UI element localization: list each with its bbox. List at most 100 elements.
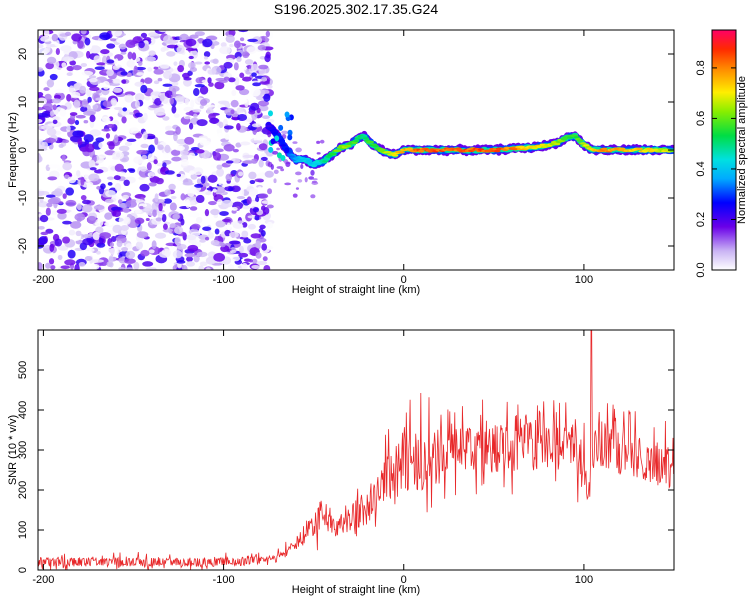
figure-title: S196.2025.302.17.35.G24 (274, 1, 438, 17)
noise-speckle (63, 56, 75, 62)
noise-speckle (231, 206, 238, 211)
noise-speckle (140, 249, 150, 257)
noise-speckle (43, 87, 50, 91)
noise-speckle (186, 256, 193, 262)
noise-speckle (189, 206, 198, 211)
transition-speckle (295, 147, 302, 153)
noise-speckle (148, 98, 154, 106)
noise-speckle (248, 110, 256, 115)
noise-speckle (163, 70, 173, 80)
noise-speckle (130, 199, 137, 203)
noise-speckle (166, 51, 176, 57)
trace-blob (280, 138, 286, 145)
noise-speckle (245, 65, 253, 69)
noise-speckle (167, 39, 179, 44)
noise-speckle (124, 258, 136, 264)
noise-speckle (129, 111, 135, 115)
transition-speckle (316, 140, 321, 144)
noise-speckle (45, 262, 51, 269)
noise-speckle (236, 56, 242, 63)
noise-speckle (51, 33, 59, 42)
noise-speckle (207, 232, 214, 239)
noise-speckle (52, 178, 62, 187)
colorbar-tick-label: 0.2 (695, 212, 707, 227)
noise-speckle (199, 85, 209, 95)
transition-speckle (292, 193, 298, 198)
noise-speckle (46, 128, 57, 136)
noise-speckle (212, 152, 222, 161)
noise-speckle (114, 163, 124, 172)
noise-speckle (89, 61, 94, 70)
noise-speckle (114, 58, 119, 67)
trace-blob (280, 155, 286, 162)
noise-speckle (194, 183, 204, 188)
noise-speckle (38, 186, 48, 191)
noise-speckle (234, 40, 241, 49)
noise-speckle (239, 141, 251, 146)
noise-speckle (112, 65, 120, 70)
noise-speckle (196, 251, 208, 258)
noise-speckle (101, 128, 111, 132)
noise-speckle (82, 238, 94, 246)
noise-speckle (62, 139, 70, 144)
noise-speckle (189, 201, 196, 206)
noise-speckle (233, 62, 239, 71)
noise-speckle (196, 119, 208, 127)
noise-speckle (134, 217, 145, 225)
noise-speckle (169, 223, 177, 229)
noise-speckle (94, 218, 104, 227)
noise-speckle (87, 215, 97, 224)
noise-speckle (214, 81, 225, 90)
noise-speckle (169, 97, 175, 105)
noise-speckle (251, 264, 260, 269)
snr-background (38, 330, 674, 570)
noise-speckle (203, 51, 211, 58)
noise-speckle (202, 226, 212, 231)
noise-speckle (242, 76, 252, 82)
x-tick-label: 0 (401, 274, 407, 286)
noise-speckle (231, 89, 237, 97)
trace-blob (280, 143, 287, 147)
colorbar-label: Normalized spectral amplitude (736, 76, 748, 224)
noise-speckle (140, 84, 148, 94)
trace-blob (372, 144, 379, 148)
noise-speckle (110, 236, 117, 243)
noise-speckle (107, 123, 115, 129)
noise-speckle (88, 78, 98, 83)
transition-speckle (273, 169, 279, 175)
noise-speckle (113, 134, 119, 143)
noise-speckle (144, 56, 157, 62)
noise-speckle (185, 116, 191, 120)
noise-speckle (181, 158, 189, 167)
noise-speckle (144, 77, 153, 84)
noise-speckle (188, 55, 194, 60)
noise-speckle (156, 112, 166, 116)
noise-speckle (48, 258, 55, 265)
noise-speckle (83, 134, 94, 143)
noise-speckle (172, 250, 183, 259)
noise-speckle (225, 173, 233, 182)
spectrogram-trace (265, 110, 674, 169)
noise-speckle (120, 225, 130, 231)
noise-speckle (81, 98, 88, 108)
noise-speckle (122, 107, 128, 112)
noise-speckle (221, 199, 234, 208)
noise-speckle (239, 37, 245, 42)
noise-speckle (202, 38, 213, 48)
noise-speckle (112, 209, 122, 218)
noise-speckle (174, 226, 184, 235)
noise-speckle (182, 78, 192, 87)
y-tick-label: 0 (17, 567, 29, 573)
noise-speckle (223, 125, 234, 130)
trace-blob (287, 134, 293, 141)
noise-speckle (223, 76, 230, 81)
trace-blob (391, 154, 399, 157)
noise-speckle (257, 44, 267, 51)
noise-speckle (89, 129, 101, 137)
noise-speckle (38, 262, 43, 270)
noise-speckle (205, 104, 216, 108)
noise-speckle (81, 204, 93, 213)
noise-speckle (259, 56, 266, 60)
spectrogram-xlabel: Height of straight line (km) (292, 284, 420, 296)
noise-speckle (194, 61, 203, 65)
